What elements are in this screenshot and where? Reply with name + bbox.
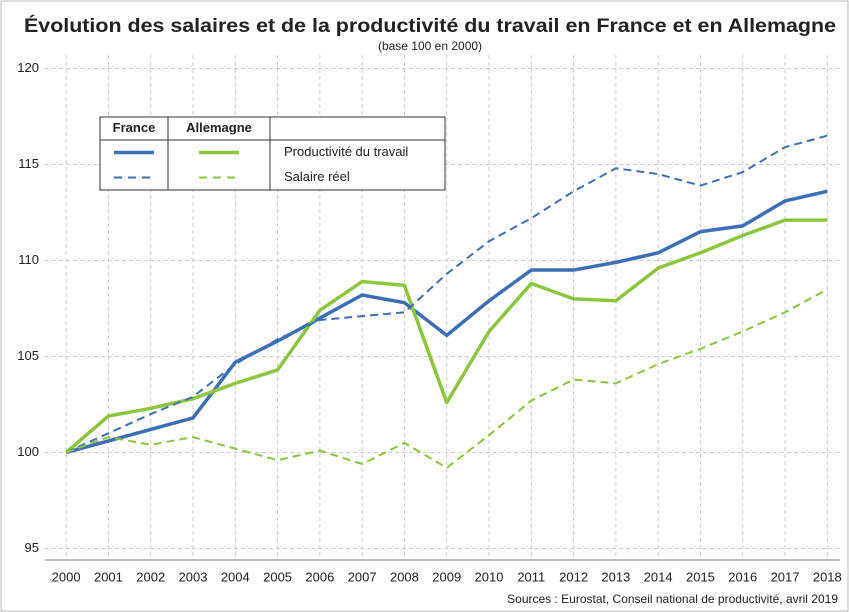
series-line [65,189,828,455]
chart-subtitle: (base 100 en 2000) [378,39,482,53]
x-tick-label: 2000 [52,569,81,584]
series-line [65,134,828,454]
y-tick-label: 115 [18,156,39,171]
y-tick-label: 100 [17,444,39,459]
x-tick-label: 2005 [263,569,292,584]
y-tick-label: 105 [17,348,39,363]
x-tick-label: 2008 [390,569,419,584]
y-tick-label: 95 [25,540,39,555]
x-tick-label: 2014 [644,569,673,584]
x-tick-label: 2009 [432,569,461,584]
legend-column: France [113,120,156,135]
x-tick-label: 2013 [601,569,630,584]
x-tick-label: 2002 [136,569,165,584]
x-tick-label: 2006 [305,569,334,584]
x-tick-label: 2017 [771,569,800,584]
x-tick-label: 2004 [221,569,250,584]
legend-row: Salaire réel [284,169,350,184]
x-tick-label: 2011 [517,569,545,584]
series-line [65,218,828,454]
y-tick-label: 110 [18,252,39,267]
x-tick-label: 2018 [813,569,842,584]
legend-box [99,116,446,191]
x-tick-label: 2012 [559,569,588,584]
series-line [65,288,828,469]
x-tick-label: 2016 [728,569,757,584]
y-tick-label: 120 [17,60,39,75]
x-tick-label: 2007 [348,569,377,584]
x-tick-label: 2001 [94,569,123,584]
legend-row: Productivité du travail [284,144,408,159]
chart-title: Évolution des salaires et de la producti… [24,15,836,37]
x-tick-label: 2003 [179,569,208,584]
x-tick-label: 2010 [475,569,504,584]
source: Sources : Eurostat, Conseil national de … [507,592,838,606]
legend-column: Allemagne [186,120,252,135]
x-tick-label: 2015 [686,569,715,584]
